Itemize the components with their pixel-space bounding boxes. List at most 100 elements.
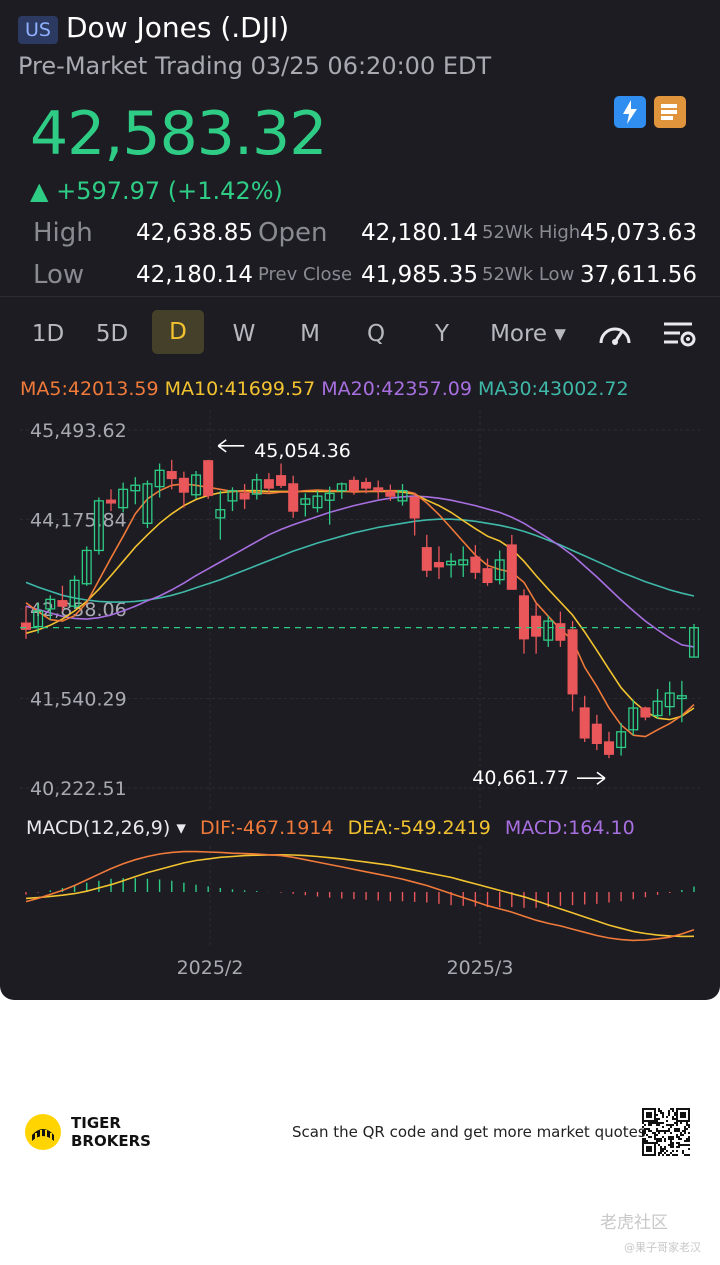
qr-module	[662, 1122, 664, 1124]
qr-module	[668, 1112, 670, 1114]
candle-body	[616, 731, 627, 749]
candle-body	[397, 490, 408, 502]
candle-body	[215, 509, 226, 519]
author-watermark: @果子哥家老汉	[624, 1241, 701, 1254]
qr-module	[688, 1138, 690, 1140]
candle-body	[166, 471, 177, 480]
chart-settings-icon[interactable]	[660, 316, 698, 352]
qr-module	[662, 1126, 664, 1128]
qr-module	[658, 1118, 660, 1120]
qr-module	[668, 1138, 670, 1140]
qr-module	[672, 1118, 674, 1120]
qr-module	[668, 1136, 670, 1138]
qr-module	[676, 1122, 678, 1124]
qr-finder	[642, 1108, 656, 1122]
x-tick-label: 2025/2	[177, 957, 244, 979]
qr-module	[674, 1122, 676, 1124]
candle-body	[288, 483, 299, 512]
qr-module	[662, 1112, 664, 1114]
qr-module	[660, 1138, 662, 1140]
dea-value: DEA:-549.2419	[347, 817, 491, 839]
macd-legend[interactable]: MACD(12,26,9) ▾ DIF:-467.1914 DEA:-549.2…	[26, 815, 635, 841]
qr-module	[676, 1130, 678, 1132]
qr-module	[674, 1118, 676, 1120]
scan-prompt: Scan the QR code and get more market quo…	[292, 1123, 646, 1141]
candle-body	[227, 490, 238, 502]
period-tab-q[interactable]: Q	[366, 321, 386, 347]
qr-module	[678, 1138, 680, 1140]
period-tab-w[interactable]: W	[232, 321, 256, 347]
candle-body	[105, 499, 117, 504]
qr-module	[664, 1140, 666, 1142]
qr-module	[656, 1140, 658, 1142]
macd-chart[interactable]: 2025/2 2025/3	[0, 846, 720, 990]
qr-module	[654, 1134, 656, 1136]
qr-module	[654, 1122, 656, 1124]
qr-module	[672, 1116, 674, 1118]
ma30-value: MA30:43002.72	[477, 378, 629, 400]
qr-module	[688, 1144, 690, 1146]
candlestick-chart[interactable]: 45,493.6244,175.8442,858.0641,540.2940,2…	[0, 410, 720, 810]
qr-module	[676, 1146, 678, 1148]
qr-module	[668, 1124, 670, 1126]
qr-module	[684, 1154, 686, 1156]
candle-body	[664, 692, 675, 708]
candle-body	[385, 491, 396, 497]
period-tab-m[interactable]: M	[300, 321, 320, 347]
gauge-icon[interactable]	[596, 316, 634, 352]
qr-module	[666, 1154, 668, 1156]
qr-module	[660, 1152, 662, 1154]
qr-module	[662, 1154, 664, 1156]
qr-finder-center	[680, 1112, 686, 1118]
lightning-badge-icon[interactable]	[614, 96, 646, 128]
macd-params-dropdown[interactable]: MACD(12,26,9) ▾	[26, 817, 186, 839]
qr-module	[642, 1138, 644, 1140]
period-tab-y[interactable]: Y	[434, 321, 450, 347]
qr-module	[658, 1124, 660, 1126]
qr-module	[672, 1154, 674, 1156]
qr-module	[670, 1124, 672, 1126]
qr-module	[648, 1124, 650, 1126]
qr-module	[650, 1124, 652, 1126]
qr-module	[662, 1150, 664, 1152]
qr-module	[650, 1130, 652, 1132]
qr-module	[672, 1138, 674, 1140]
qr-module	[658, 1138, 660, 1140]
last-price: 42,583.32	[30, 99, 327, 169]
low-value: 42,180.14	[136, 262, 254, 288]
max-arrow	[217, 439, 245, 453]
qr-module	[684, 1130, 686, 1132]
candle-body	[506, 544, 517, 590]
ma-legend[interactable]: MA5:42013.59 MA10:41699.57 MA20:42357.09…	[20, 376, 629, 402]
qr-module	[656, 1122, 658, 1124]
qr-finder	[676, 1108, 690, 1122]
period-tab-d[interactable]: D	[152, 310, 204, 354]
max-price-label: 45,054.36	[254, 440, 351, 462]
qr-module	[646, 1128, 648, 1130]
tiger-brokers-logo	[24, 1113, 62, 1151]
qr-module	[658, 1140, 660, 1142]
qr-module	[656, 1124, 658, 1126]
qr-module	[686, 1122, 688, 1124]
period-tab-1d[interactable]: 1D	[31, 321, 65, 347]
qr-module	[670, 1132, 672, 1134]
candle-body	[263, 479, 274, 489]
qr-finder-center	[646, 1146, 652, 1152]
qr-module	[642, 1126, 644, 1128]
qr-module	[648, 1136, 650, 1138]
qr-module	[666, 1150, 668, 1152]
candle-body	[81, 549, 92, 585]
candle-body	[482, 568, 493, 584]
qr-module	[660, 1140, 662, 1142]
candle-body	[154, 469, 165, 488]
qr-module	[656, 1118, 658, 1120]
qr-module	[644, 1130, 646, 1132]
period-tab-5d[interactable]: 5D	[95, 321, 129, 347]
qr-module	[642, 1140, 644, 1142]
qr-module	[664, 1148, 666, 1150]
layers-badge-icon[interactable]	[654, 96, 686, 128]
qr-module	[680, 1122, 682, 1124]
qr-module	[670, 1152, 672, 1154]
qr-module	[662, 1116, 664, 1118]
period-more-dropdown[interactable]: More ▾	[490, 321, 566, 347]
